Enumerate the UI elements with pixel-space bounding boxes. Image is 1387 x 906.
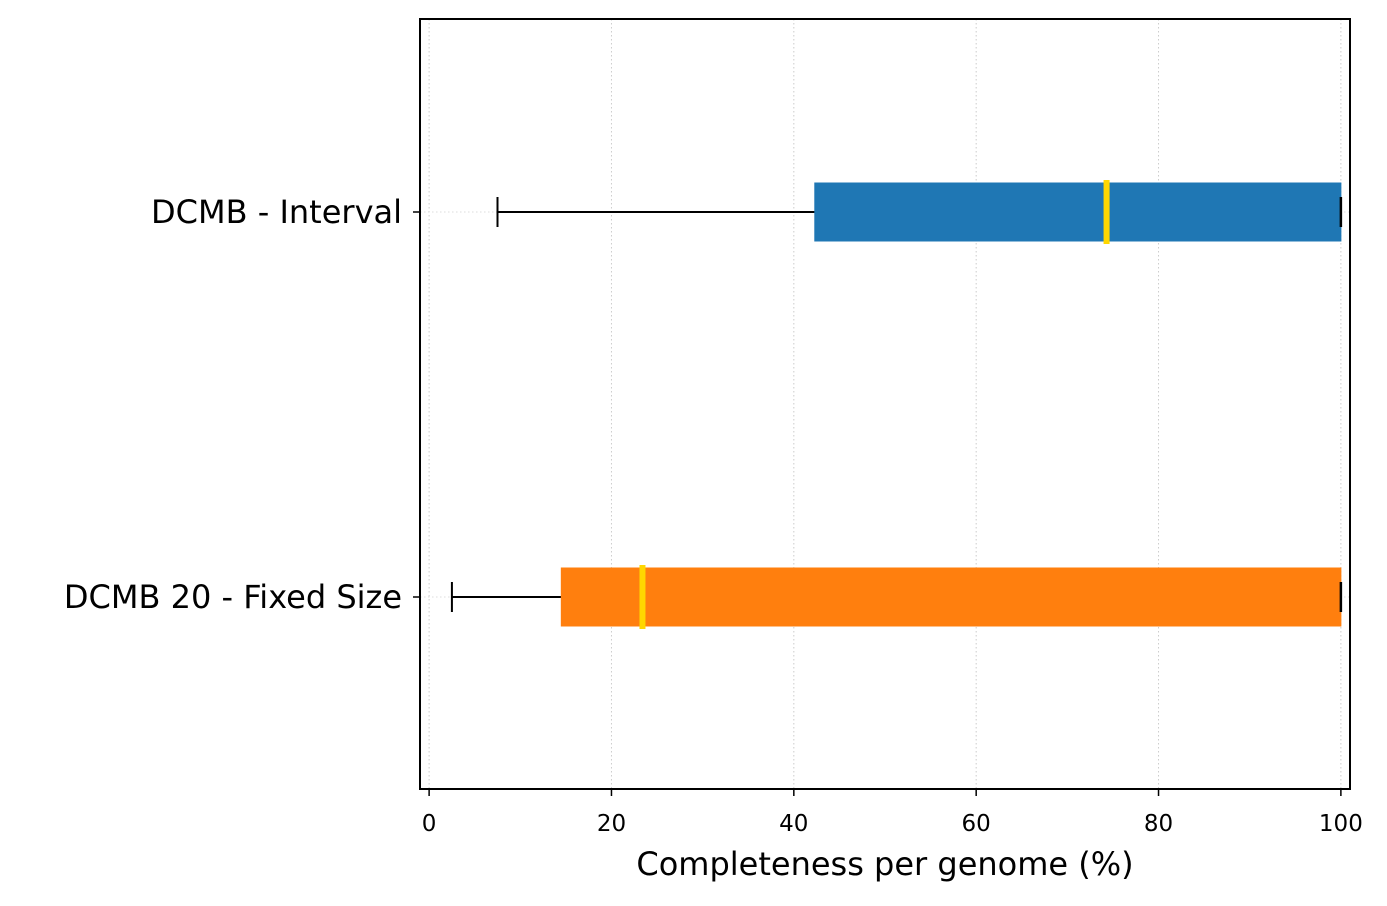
tick-layer: 0 20 40 60 80 100 DCMB - Interval DCMB 20 - Fix…: [64, 193, 1363, 837]
iqr-box: [814, 182, 1342, 242]
grid-layer: [420, 19, 1350, 789]
plot-frame: [419, 18, 1351, 790]
x-axis-title: Completeness per genome (%): [636, 845, 1133, 883]
x-tick-label: 100: [1319, 811, 1363, 837]
x-tick-label: 40: [779, 811, 808, 837]
box-layer: [450, 180, 1343, 629]
iqr-box: [560, 567, 1342, 627]
y-tick-label: DCMB - Interval: [151, 193, 402, 231]
x-tick-label: 60: [962, 811, 991, 837]
x-tick-label: 0: [422, 811, 437, 837]
y-tick-label: DCMB 20 - Fixed Size: [64, 578, 402, 616]
x-tick-label: 80: [1144, 811, 1173, 837]
x-tick-label: 20: [597, 811, 626, 837]
